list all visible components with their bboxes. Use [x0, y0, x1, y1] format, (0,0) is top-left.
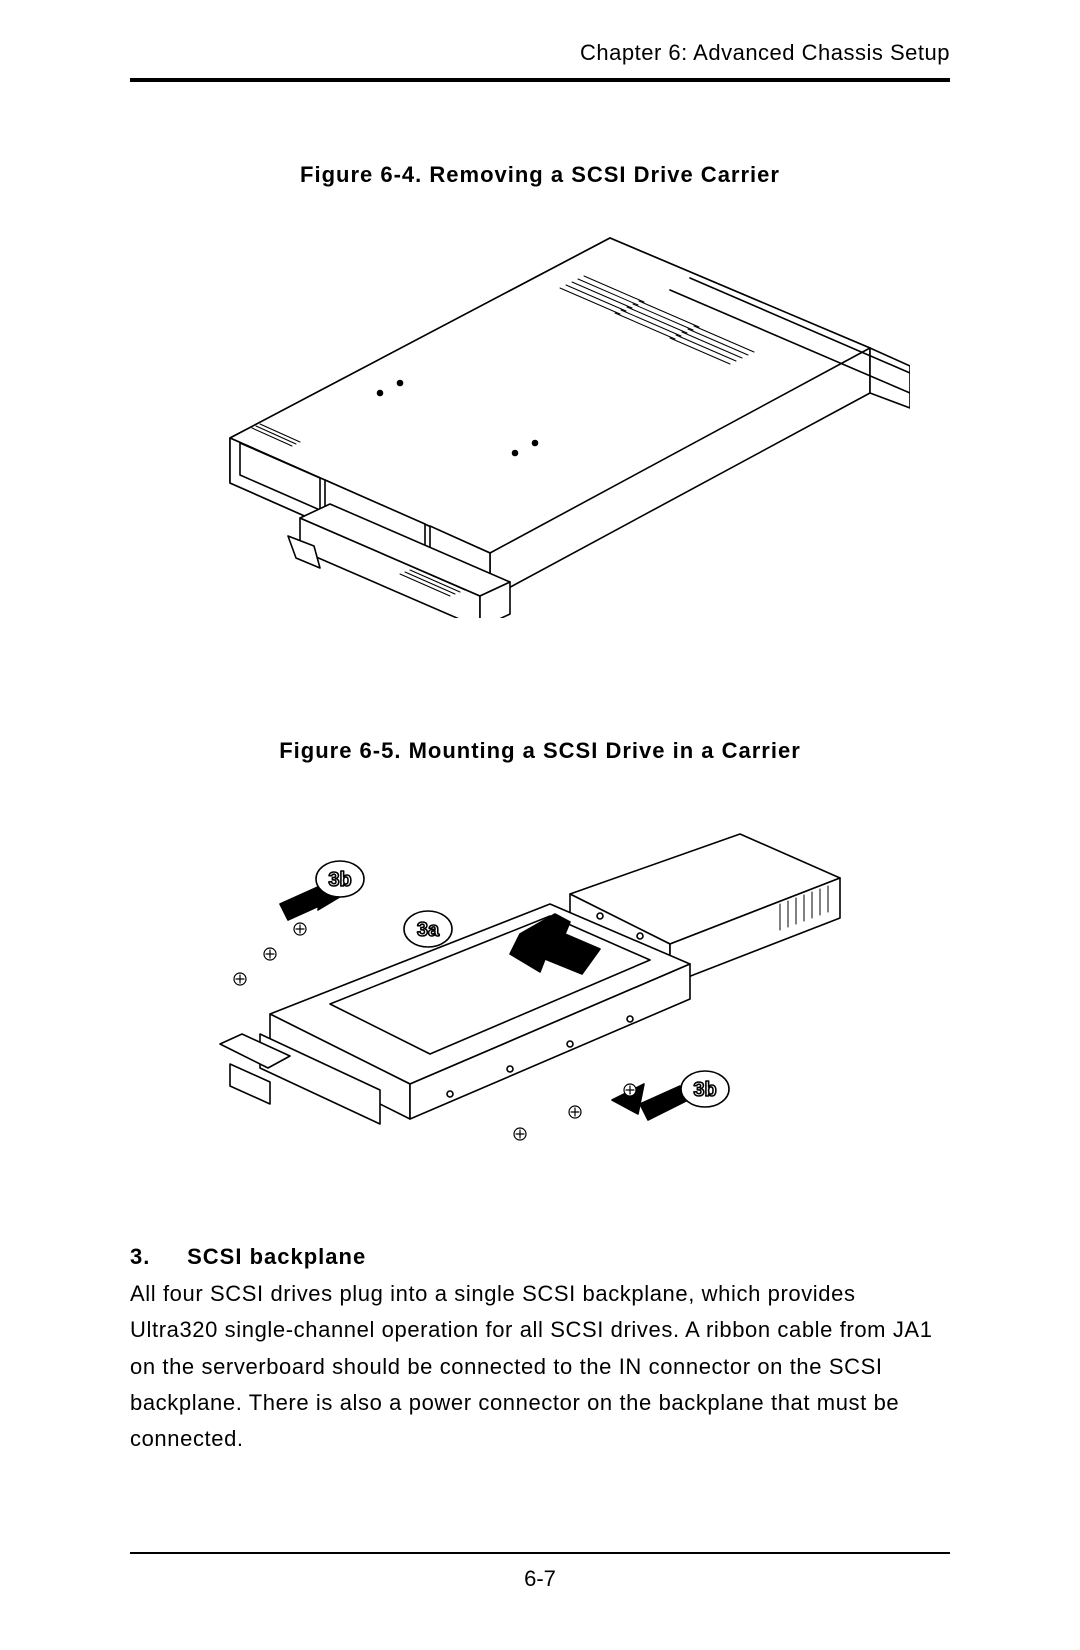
callout-3b-bottom: 3b — [693, 1079, 716, 1101]
page-container: Chapter 6: Advanced Chassis Setup Figure… — [130, 40, 950, 1610]
figure-6-5-illustration: 3b 3a 3b — [130, 814, 950, 1154]
section-3-body: All four SCSI drives plug into a single … — [130, 1276, 950, 1457]
chassis-drive-carrier-svg — [170, 218, 910, 618]
figure-6-4-illustration — [130, 218, 950, 618]
footer-rule — [130, 1552, 950, 1554]
callout-3b-top: 3b — [328, 869, 351, 891]
figure-6-5-caption: Figure 6-5. Mounting a SCSI Drive in a C… — [130, 738, 950, 764]
chapter-header: Chapter 6: Advanced Chassis Setup — [130, 40, 950, 78]
figure-6-5: Figure 6-5. Mounting a SCSI Drive in a C… — [130, 738, 950, 1154]
header-rule — [130, 78, 950, 82]
figure-6-4-caption: Figure 6-4. Removing a SCSI Drive Carrie… — [130, 162, 950, 188]
section-3-heading: 3. SCSI backplane — [130, 1244, 950, 1270]
section-3: 3. SCSI backplane All four SCSI drives p… — [130, 1244, 950, 1457]
drive-mount-svg: 3b 3a 3b — [210, 814, 870, 1154]
section-number: 3. — [130, 1244, 180, 1270]
figure-6-4: Figure 6-4. Removing a SCSI Drive Carrie… — [130, 162, 950, 618]
page-number: 6-7 — [130, 1566, 950, 1592]
section-title: SCSI backplane — [187, 1244, 366, 1269]
callout-3a: 3a — [417, 919, 440, 941]
